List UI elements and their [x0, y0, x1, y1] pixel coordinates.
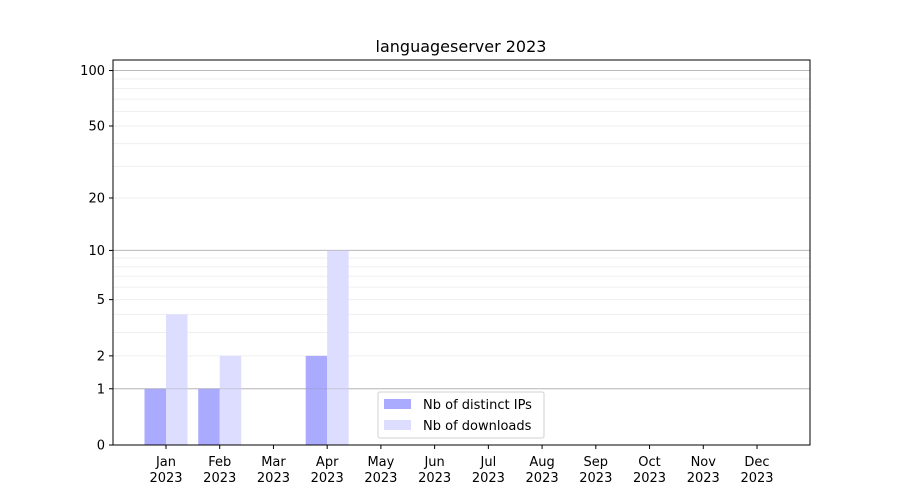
y-tick-label: 10 — [88, 244, 105, 259]
x-tick-label: 2023 — [364, 471, 397, 486]
x-tick-label: May — [367, 455, 394, 470]
legend-box — [377, 391, 545, 439]
x-tick-label: Jul — [480, 455, 497, 470]
x-tick-label: 2023 — [203, 471, 236, 486]
plot-frame — [112, 59, 811, 446]
y-tick-label: 100 — [80, 64, 105, 79]
x-tick-label: Sep — [584, 455, 609, 470]
bar-downloads — [219, 355, 242, 445]
legend-label: Nb of downloads — [423, 419, 532, 434]
y-tick-label: 20 — [88, 191, 105, 206]
y-tick-label: 0 — [97, 439, 105, 454]
x-tick-label: Dec — [744, 455, 769, 470]
x-tick-label: 2023 — [526, 471, 559, 486]
x-tick-label: Jan — [155, 455, 176, 470]
x-tick-label: 2023 — [633, 471, 666, 486]
x-tick-label: Nov — [691, 455, 717, 470]
x-tick-label: 2023 — [472, 471, 505, 486]
x-tick-label: 2023 — [740, 471, 773, 486]
x-tick-label: 2023 — [311, 471, 344, 486]
x-tick-label: Oct — [638, 455, 660, 470]
x-tick-label: Jun — [423, 455, 444, 470]
y-tick-label: 1 — [97, 382, 105, 397]
x-tick-label: 2023 — [257, 471, 290, 486]
y-tick-label: 5 — [97, 293, 105, 308]
y-tick-label: 2 — [97, 349, 105, 364]
bar-downloads — [166, 314, 188, 445]
legend-label: Nb of distinct IPs — [423, 398, 532, 413]
x-tick-label: Aug — [529, 455, 554, 470]
bar-distinct-ips — [144, 388, 166, 445]
x-tick-label: 2023 — [687, 471, 720, 486]
legend: Nb of distinct IPs Nb of downloads — [377, 391, 545, 439]
x-tick-label: Apr — [316, 455, 339, 470]
x-tick-label: 2023 — [579, 471, 612, 486]
legend-swatch — [384, 420, 411, 430]
x-tick-label: 2023 — [149, 471, 182, 486]
bar-downloads — [327, 250, 349, 445]
x-tick-label: 2023 — [418, 471, 451, 486]
bar-distinct-ips — [305, 355, 328, 445]
x-tick-label: Mar — [261, 455, 286, 470]
chart-title: languageserver 2023 — [376, 37, 547, 56]
bar-distinct-ips — [198, 388, 220, 445]
y-tick-label: 50 — [88, 119, 105, 134]
x-tick-label: Feb — [208, 455, 231, 470]
legend-swatch — [384, 399, 411, 409]
